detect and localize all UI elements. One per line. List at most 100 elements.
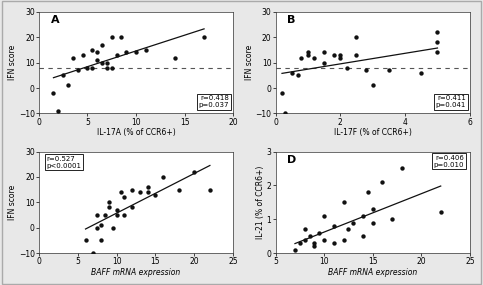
Point (171, 55, 179, 60)
Point (79, 53, 86, 57)
Point (369, 207, 377, 211)
Point (105, 205, 113, 210)
Point (330, 53, 338, 57)
Text: r=0.418
p=0.037: r=0.418 p=0.037 (199, 95, 229, 108)
Point (132, 50, 140, 55)
Point (349, 220, 357, 225)
Point (74, 68, 82, 72)
Point (144, 185, 152, 189)
Point (294, 73, 302, 78)
Point (388, 217, 396, 221)
Point (200, 35, 208, 40)
Point (123, 50, 130, 55)
Point (101, 213, 109, 217)
Point (434, 40, 441, 44)
Text: r=0.527
p<0.0001: r=0.527 p<0.0001 (47, 156, 82, 169)
X-axis label: IL-17A (% of CCR6+): IL-17A (% of CCR6+) (97, 128, 175, 137)
Point (385, 68, 393, 72)
Point (437, 210, 444, 215)
Point (320, 50, 328, 55)
Point (340, 237, 347, 242)
Point (306, 234, 313, 239)
Point (344, 227, 352, 232)
Point (301, 237, 309, 242)
Point (320, 213, 328, 218)
Point (108, 66, 115, 70)
Text: A: A (51, 15, 59, 25)
Point (98, 60, 106, 65)
Point (359, 234, 367, 239)
Point (434, 50, 441, 55)
Point (304, 53, 312, 57)
Point (353, 35, 360, 40)
Point (369, 83, 377, 88)
Text: D: D (287, 154, 297, 165)
Text: r=0.411
p=0.041: r=0.411 p=0.041 (436, 95, 466, 108)
Point (108, 35, 115, 40)
Point (89, 251, 97, 255)
Point (337, 53, 344, 57)
Point (82, 238, 89, 243)
Y-axis label: IFN score: IFN score (8, 45, 17, 80)
Point (337, 55, 344, 60)
Y-axis label: IL-21 (% of CCR6+): IL-21 (% of CCR6+) (256, 166, 265, 239)
X-axis label: BAFF mRNA expression: BAFF mRNA expression (91, 268, 181, 277)
Point (93, 58, 101, 62)
Point (398, 166, 406, 171)
Point (301, 227, 309, 232)
Point (296, 241, 304, 245)
Point (320, 237, 328, 242)
Point (128, 187, 136, 192)
Point (50, 91, 57, 95)
Point (379, 180, 386, 184)
Point (175, 187, 183, 192)
Point (88, 48, 96, 52)
Point (190, 170, 198, 174)
Point (417, 70, 425, 75)
X-axis label: BAFF mRNA expression: BAFF mRNA expression (328, 268, 417, 277)
Point (353, 53, 360, 57)
Point (98, 42, 106, 47)
Y-axis label: IFN score: IFN score (8, 185, 17, 220)
Point (278, 91, 286, 95)
Point (369, 220, 377, 225)
Point (288, 70, 296, 75)
Point (330, 241, 338, 245)
Point (311, 55, 318, 60)
Point (304, 50, 312, 55)
Point (330, 224, 338, 228)
Point (105, 200, 113, 205)
Point (434, 30, 441, 34)
Point (315, 231, 323, 235)
Point (128, 205, 136, 210)
Point (103, 66, 111, 70)
Point (55, 109, 62, 113)
Point (113, 213, 120, 217)
Point (136, 190, 144, 194)
Point (113, 208, 120, 212)
Point (159, 175, 167, 179)
Point (206, 187, 214, 192)
Point (88, 66, 96, 70)
X-axis label: IL-17F (% of CCR6+): IL-17F (% of CCR6+) (334, 128, 412, 137)
Point (97, 223, 105, 227)
Point (93, 213, 101, 217)
Point (93, 50, 101, 55)
Point (340, 200, 347, 205)
Point (118, 35, 126, 40)
Point (103, 60, 111, 65)
Point (116, 190, 124, 194)
Point (362, 68, 370, 72)
Point (282, 111, 289, 116)
Point (311, 244, 318, 249)
Point (152, 192, 159, 197)
Point (364, 190, 372, 194)
Point (144, 190, 152, 194)
Point (69, 55, 77, 60)
Point (121, 195, 128, 200)
Point (311, 241, 318, 245)
Point (298, 55, 305, 60)
Point (97, 238, 105, 243)
Point (93, 225, 101, 230)
Point (121, 213, 128, 217)
